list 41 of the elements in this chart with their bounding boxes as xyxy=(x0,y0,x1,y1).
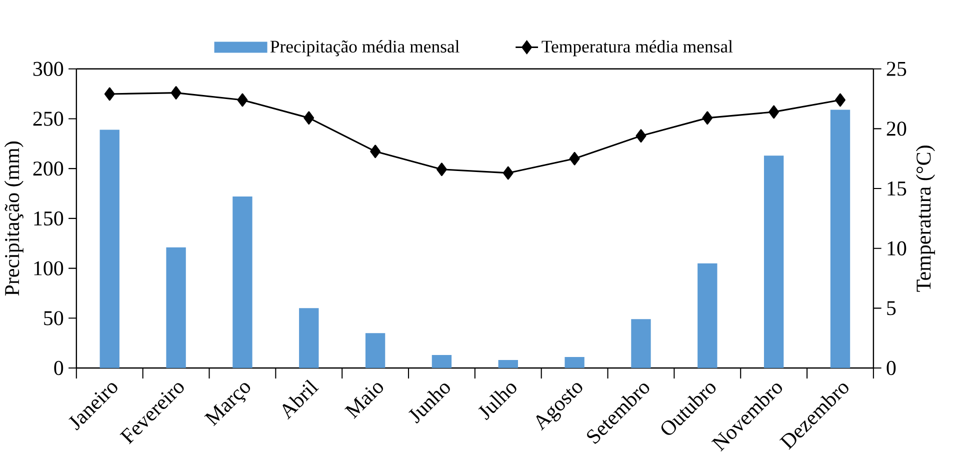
bar xyxy=(299,308,319,368)
y2-tick-label: 0 xyxy=(886,360,896,375)
y-tick-label: 50 xyxy=(44,310,64,326)
bar xyxy=(631,318,651,368)
y-tick-label: 100 xyxy=(34,261,64,276)
bar xyxy=(365,332,386,368)
bar xyxy=(830,110,850,368)
y-tick-label: 200 xyxy=(33,161,64,176)
legend-label: Precipitação média mensal xyxy=(270,40,460,56)
bar xyxy=(698,263,718,368)
y-tick-label: 150 xyxy=(34,211,64,226)
point xyxy=(304,111,314,124)
point xyxy=(702,111,713,124)
point xyxy=(835,93,846,106)
y-tick-label: 250 xyxy=(33,111,64,126)
point xyxy=(636,128,646,142)
y-tick-label: 0 xyxy=(54,360,64,375)
point xyxy=(436,162,447,176)
y2-tick-label: 25 xyxy=(886,62,906,76)
y-tick-label: 300 xyxy=(33,62,64,76)
y2-tick-label: 20 xyxy=(886,121,906,136)
point xyxy=(104,87,115,100)
y-axis-title: Precipitação (mm) xyxy=(4,141,24,296)
bar xyxy=(100,129,120,368)
bar xyxy=(564,356,584,368)
point xyxy=(170,86,182,100)
y2-tick-label: 5 xyxy=(887,301,896,315)
y2-axis-title: Temperatura (°C) xyxy=(916,145,935,292)
point xyxy=(502,166,514,180)
y2-tick-label: 10 xyxy=(888,241,906,256)
point xyxy=(768,105,780,118)
point xyxy=(569,152,580,166)
bar xyxy=(764,155,784,368)
bar xyxy=(232,196,252,368)
point xyxy=(237,93,248,106)
bar xyxy=(498,360,518,368)
point xyxy=(370,144,381,158)
y2-tick-label: 15 xyxy=(888,181,906,196)
bar xyxy=(432,354,452,368)
bar xyxy=(166,247,186,368)
legend-label: Temperatura média mensal xyxy=(542,40,733,56)
